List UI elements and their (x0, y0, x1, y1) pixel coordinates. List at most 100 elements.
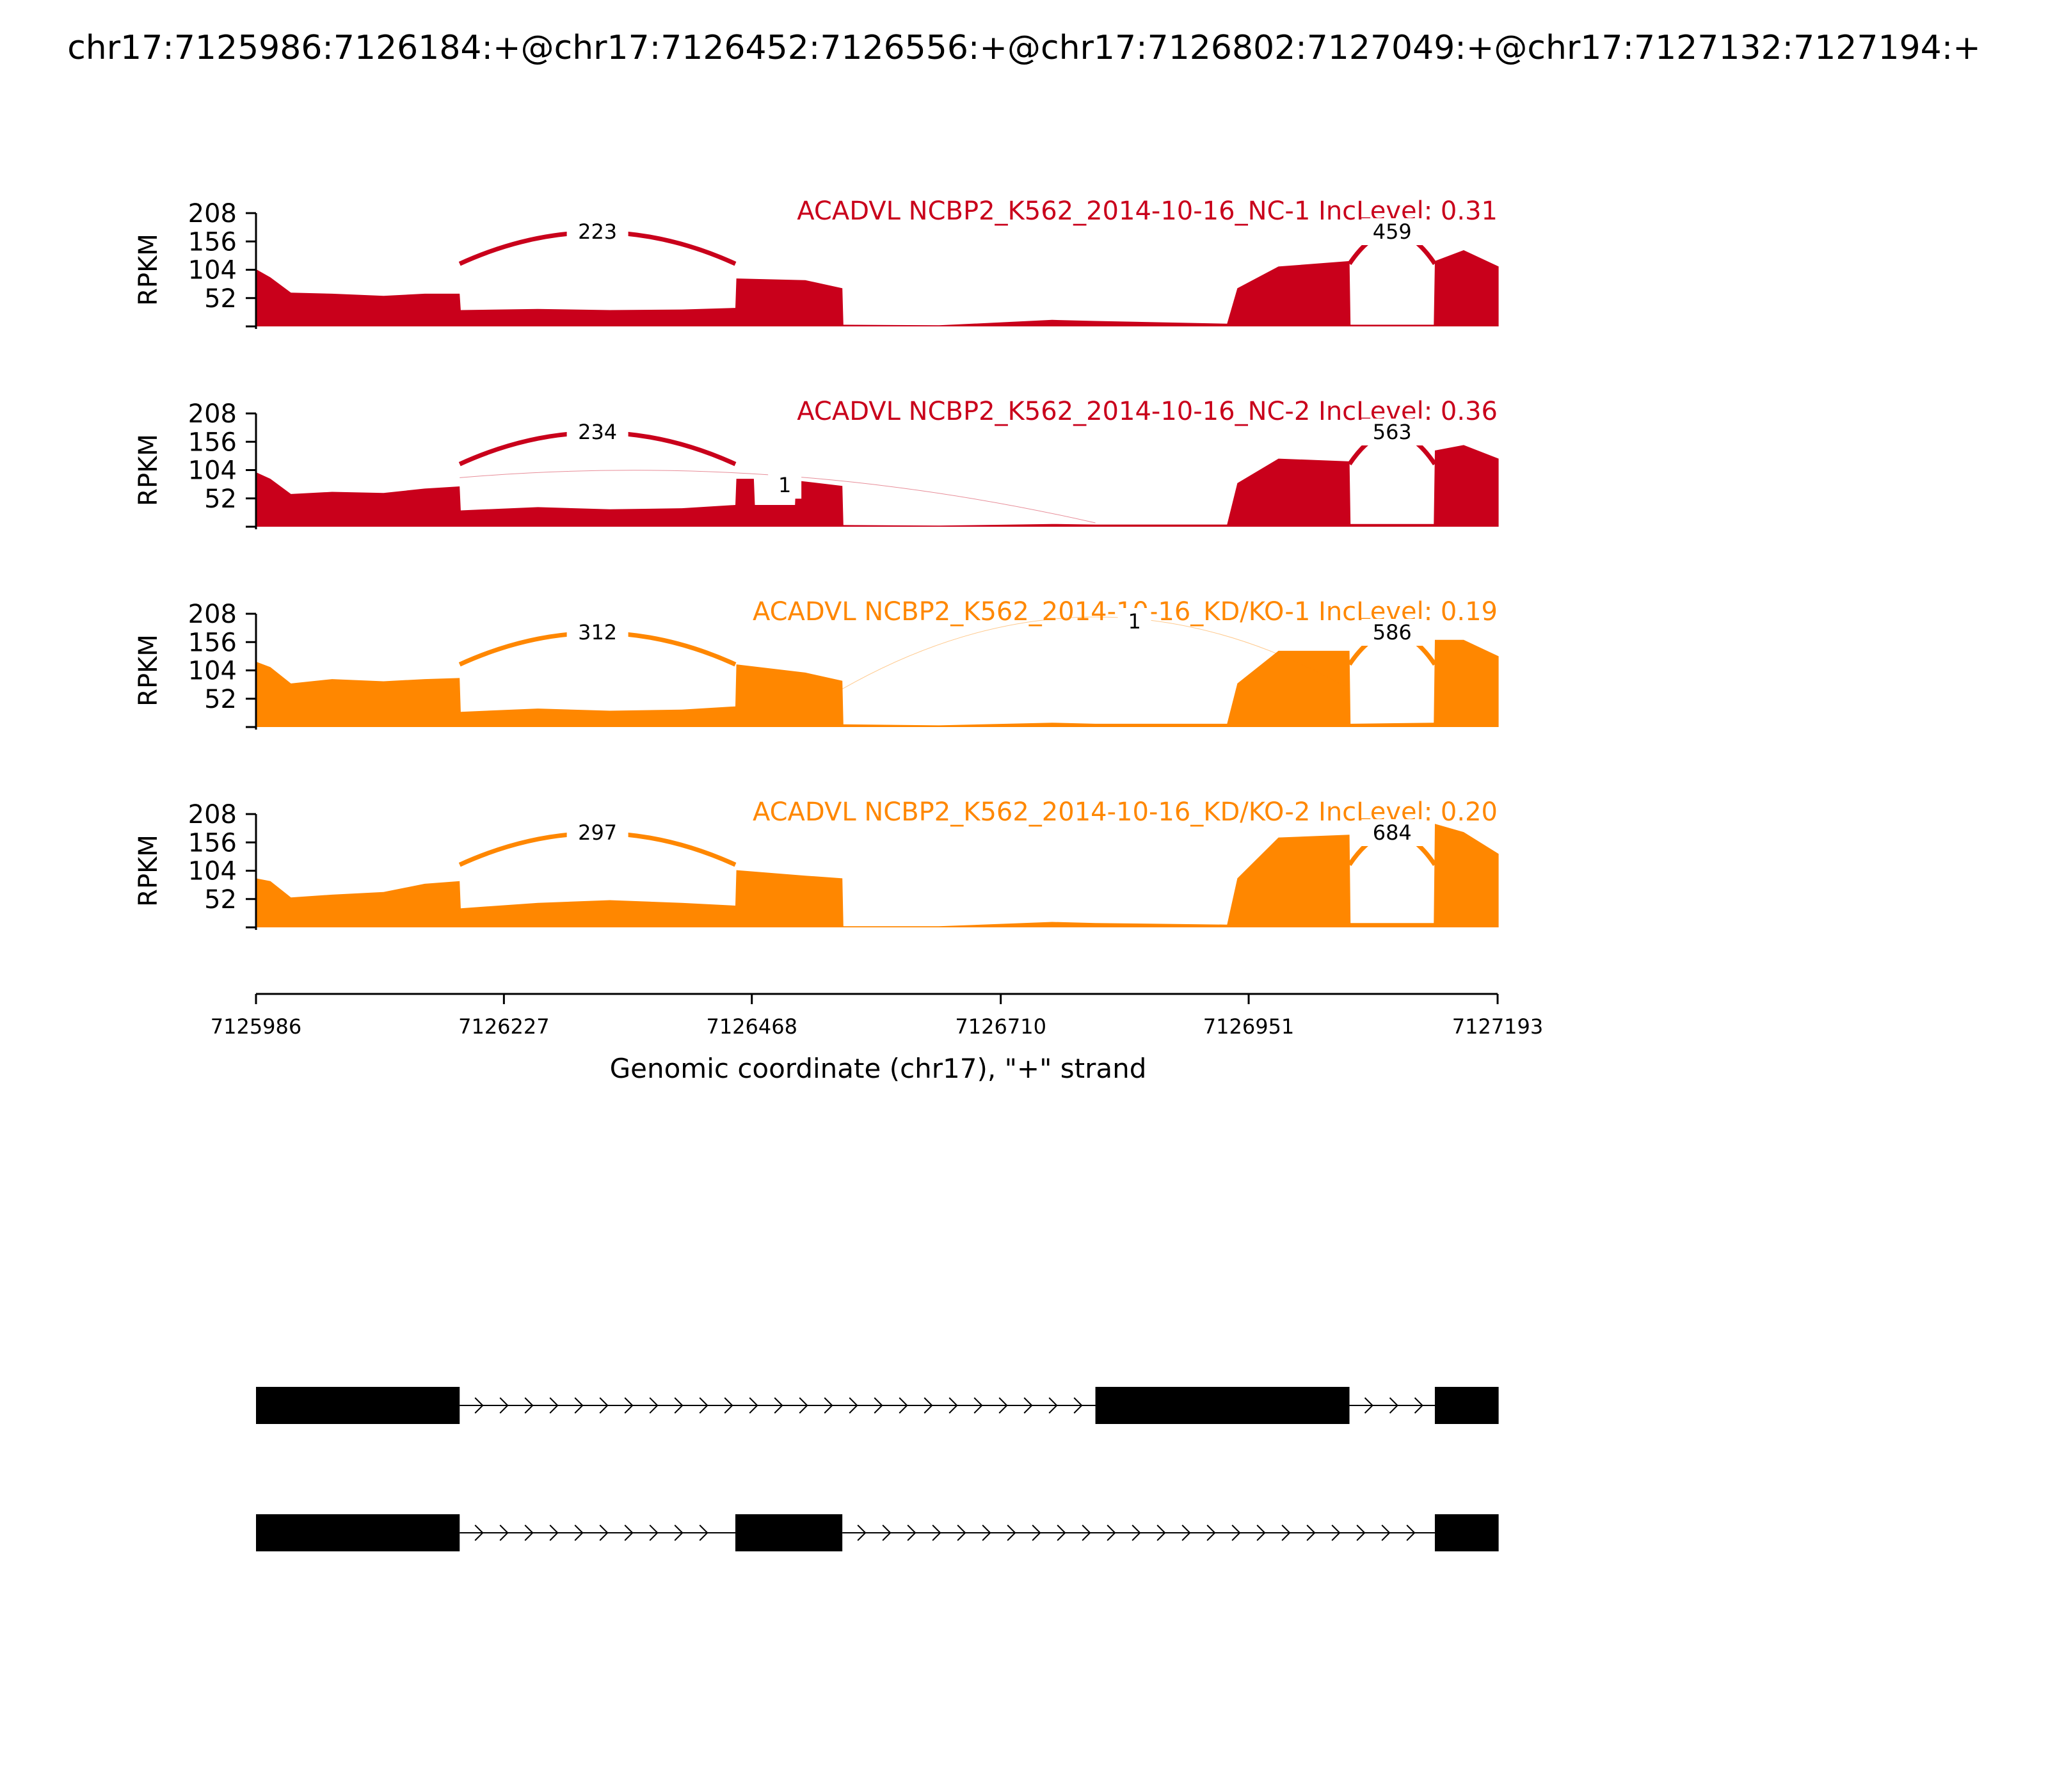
strand-arrow (857, 1524, 867, 1541)
y-tick-label: 104 (188, 256, 237, 285)
coverage-area (256, 824, 1499, 927)
strand-arrow (774, 1397, 783, 1414)
junction-count: 459 (1373, 220, 1412, 244)
strand-arrow (1231, 1524, 1241, 1541)
strand-arrow (674, 1397, 684, 1414)
strand-arrow (1356, 1524, 1366, 1541)
strand-arrow (524, 1524, 534, 1541)
strand-arrow (1381, 1524, 1391, 1541)
strand-arrow (1414, 1397, 1423, 1414)
y-tick-label: 156 (188, 428, 237, 457)
strand-arrow (1156, 1524, 1166, 1541)
strand-arrow (574, 1397, 584, 1414)
strand-arrow (1057, 1524, 1066, 1541)
strand-arrow (1306, 1524, 1316, 1541)
strand-arrow (649, 1397, 659, 1414)
junction-arc (842, 616, 1350, 689)
y-tick-label: 156 (188, 227, 237, 257)
strand-arrow (599, 1524, 609, 1541)
strand-arrow (499, 1524, 509, 1541)
isoform-track (256, 1387, 1499, 1424)
exon-block (735, 1514, 843, 1551)
junction-count-box (566, 819, 628, 846)
coverage-area (256, 250, 1499, 326)
strand-arrow (624, 1397, 634, 1414)
strand-arrow (882, 1524, 892, 1541)
strand-arrow (874, 1397, 883, 1414)
strand-arrow (474, 1524, 484, 1541)
x-axis: 7125986 7126227 7126468 7126710 7126951 71271… (211, 993, 1544, 1039)
strand-arrow (1107, 1524, 1116, 1541)
y-tick-label: 104 (188, 456, 237, 486)
x-tick-label: 7125986 (211, 1014, 302, 1039)
y-tick-label: 104 (188, 857, 237, 886)
strand-arrow (1032, 1524, 1041, 1541)
y-axis-label: RPKM (134, 234, 163, 306)
strand-arrow (1023, 1397, 1033, 1414)
x-tick-label: 7127193 (1452, 1014, 1544, 1039)
strand-arrow (1364, 1397, 1373, 1414)
junction-count: 312 (578, 620, 617, 644)
y-tick-label: 52 (204, 885, 237, 915)
y-tick-label: 208 (188, 399, 237, 429)
strand-arrow (948, 1397, 958, 1414)
strand-arrow (899, 1397, 908, 1414)
junction-count-box (1361, 819, 1423, 846)
strand-arrow (499, 1397, 509, 1414)
junction-count-box (1361, 619, 1423, 646)
y-tick-label: 156 (188, 628, 237, 657)
strand-arrow (549, 1524, 559, 1541)
strand-arrow (599, 1397, 609, 1414)
exon-block (1434, 1387, 1499, 1424)
strand-arrow (1281, 1524, 1291, 1541)
junction-count-box (566, 419, 628, 445)
strand-arrow (1073, 1397, 1083, 1414)
strand-arrow (1206, 1524, 1216, 1541)
strand-arrow (849, 1397, 858, 1414)
strand-arrow (649, 1524, 659, 1541)
junction-count: 234 (578, 420, 617, 444)
junction-count: 684 (1373, 820, 1412, 845)
strand-arrow (1132, 1524, 1141, 1541)
coverage-area (256, 445, 1499, 527)
junction-count-box (1361, 218, 1423, 245)
strand-arrow (998, 1397, 1008, 1414)
junction-count-box (1361, 419, 1423, 445)
x-tick-label: 7126227 (458, 1014, 550, 1039)
y-tick-label: 208 (188, 199, 237, 228)
exon-block (1095, 1387, 1350, 1424)
isoform-models (256, 1387, 1499, 1551)
strand-arrow (1331, 1524, 1341, 1541)
strand-arrow (749, 1397, 758, 1414)
strand-arrow (524, 1397, 534, 1414)
strand-arrow (799, 1397, 808, 1414)
y-tick-label: 208 (188, 800, 237, 829)
y-tick-label: 52 (204, 484, 237, 514)
strand-arrow (932, 1524, 941, 1541)
strand-arrow (699, 1397, 708, 1414)
strand-arrow (924, 1397, 933, 1414)
strand-arrow (1048, 1397, 1058, 1414)
strand-arrow (824, 1397, 833, 1414)
coverage-area (256, 639, 1499, 727)
isoform-track (256, 1514, 1499, 1551)
strand-arrow (699, 1524, 708, 1541)
exon-block (256, 1387, 460, 1424)
exon-block (1434, 1514, 1499, 1551)
strand-arrow (1082, 1524, 1091, 1541)
strand-arrow (674, 1524, 684, 1541)
strand-arrow (1007, 1524, 1016, 1541)
y-axis-label: RPKM (134, 634, 163, 707)
y-axis-label: RPKM (134, 835, 163, 907)
junction-count-box (566, 218, 628, 245)
strand-arrow (1389, 1397, 1398, 1414)
chart-title: chr17:7125986:7126184:+@chr17:7126452:71… (67, 29, 1981, 67)
junction-count: 297 (578, 820, 617, 845)
junction-count: 1 (1128, 609, 1140, 634)
strand-arrow (624, 1524, 634, 1541)
